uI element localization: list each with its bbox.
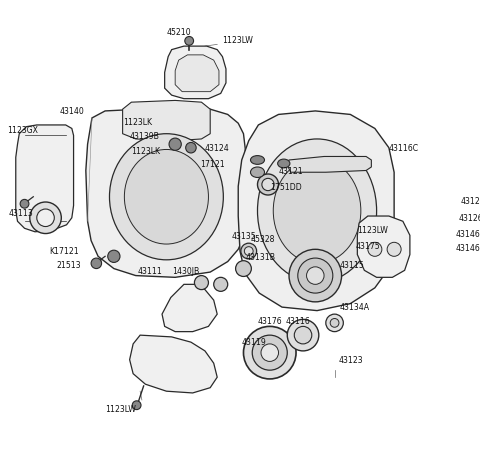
Ellipse shape — [30, 202, 61, 233]
Text: 43124: 43124 — [205, 144, 230, 153]
Text: 43176: 43176 — [257, 317, 282, 326]
Text: 43126: 43126 — [459, 214, 480, 223]
Text: 43115: 43115 — [340, 261, 365, 270]
Ellipse shape — [37, 209, 54, 226]
Polygon shape — [86, 108, 247, 277]
Ellipse shape — [434, 206, 459, 223]
Ellipse shape — [244, 247, 253, 255]
Polygon shape — [122, 100, 210, 141]
Text: 43175: 43175 — [356, 242, 380, 251]
Text: K17121: K17121 — [49, 247, 79, 256]
Ellipse shape — [298, 258, 333, 293]
Ellipse shape — [261, 344, 278, 362]
Ellipse shape — [257, 139, 377, 282]
Ellipse shape — [294, 326, 312, 344]
Ellipse shape — [257, 174, 278, 195]
Text: 43111: 43111 — [138, 267, 163, 275]
Ellipse shape — [132, 401, 141, 410]
Text: 1430JB: 1430JB — [172, 267, 199, 275]
Ellipse shape — [441, 226, 449, 233]
Ellipse shape — [124, 150, 208, 244]
Ellipse shape — [214, 277, 228, 291]
Text: 43131B: 43131B — [245, 253, 275, 261]
Ellipse shape — [20, 199, 29, 208]
Text: 21513: 21513 — [56, 261, 81, 270]
Text: 1123LK: 1123LK — [132, 147, 160, 157]
Ellipse shape — [437, 250, 449, 259]
Polygon shape — [165, 46, 226, 99]
Polygon shape — [162, 284, 217, 332]
Text: 43127: 43127 — [461, 197, 480, 206]
Polygon shape — [238, 111, 394, 311]
Ellipse shape — [185, 36, 193, 45]
Text: 43116: 43116 — [286, 317, 310, 326]
Ellipse shape — [330, 318, 339, 327]
Ellipse shape — [169, 138, 181, 151]
Polygon shape — [287, 157, 372, 172]
Ellipse shape — [236, 260, 252, 276]
Ellipse shape — [108, 250, 120, 262]
Ellipse shape — [262, 178, 274, 191]
Text: 45210: 45210 — [167, 28, 191, 37]
Ellipse shape — [307, 267, 324, 284]
Text: 1123GX: 1123GX — [7, 126, 38, 136]
Ellipse shape — [194, 275, 208, 289]
Ellipse shape — [109, 134, 223, 260]
Polygon shape — [357, 216, 410, 277]
Ellipse shape — [387, 242, 401, 256]
Text: 1123LW: 1123LW — [222, 36, 253, 45]
Text: 43134A: 43134A — [340, 303, 370, 312]
Ellipse shape — [241, 243, 257, 259]
Polygon shape — [16, 125, 73, 232]
Text: 43139B: 43139B — [130, 132, 159, 141]
Polygon shape — [175, 55, 219, 92]
Ellipse shape — [186, 143, 196, 153]
Ellipse shape — [437, 238, 449, 247]
Ellipse shape — [251, 167, 264, 178]
Ellipse shape — [243, 326, 296, 379]
Text: 43113: 43113 — [9, 209, 34, 218]
Text: 43116C: 43116C — [389, 144, 419, 153]
Text: 43135: 43135 — [231, 232, 256, 240]
Text: 17121: 17121 — [200, 160, 225, 169]
Ellipse shape — [91, 258, 102, 268]
Ellipse shape — [273, 158, 361, 263]
Text: 43146B: 43146B — [456, 244, 480, 253]
Text: 1123LW: 1123LW — [357, 226, 388, 235]
Text: 43123: 43123 — [338, 356, 363, 365]
Text: 1751DD: 1751DD — [270, 183, 301, 192]
Text: 43119: 43119 — [242, 338, 266, 347]
Ellipse shape — [437, 225, 453, 235]
Ellipse shape — [368, 242, 382, 256]
Text: 43140: 43140 — [60, 107, 84, 116]
Text: 1123LW: 1123LW — [106, 405, 136, 414]
Ellipse shape — [440, 209, 454, 219]
Text: 43146B: 43146B — [456, 230, 480, 239]
Text: 1123LK: 1123LK — [122, 118, 152, 127]
Ellipse shape — [277, 159, 290, 168]
Ellipse shape — [289, 249, 342, 302]
Polygon shape — [130, 335, 217, 393]
Ellipse shape — [287, 319, 319, 351]
Text: 45328: 45328 — [251, 235, 275, 244]
Ellipse shape — [252, 335, 287, 370]
Ellipse shape — [251, 156, 264, 164]
Ellipse shape — [326, 314, 343, 332]
Text: 43121: 43121 — [278, 167, 303, 176]
